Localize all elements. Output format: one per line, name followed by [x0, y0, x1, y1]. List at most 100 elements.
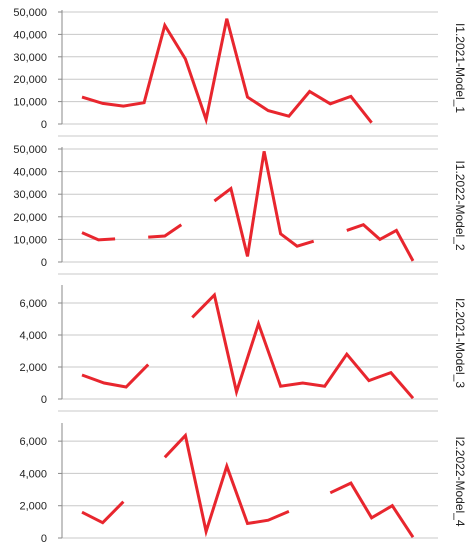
y-tick-label: 20,000 [13, 74, 47, 86]
data-point [263, 150, 266, 153]
y-tick-label: 0 [41, 533, 47, 545]
panel-label: I1.2021-Model_1 [453, 23, 467, 113]
data-point [125, 386, 128, 389]
data-point [389, 371, 392, 374]
data-point [246, 522, 249, 525]
y-tick-label: 50,000 [13, 7, 47, 19]
data-point [180, 223, 183, 226]
data-point [267, 519, 270, 522]
data-point [279, 385, 282, 388]
data-point [81, 511, 84, 514]
data-point [235, 390, 238, 393]
data-point [81, 231, 84, 234]
data-point [287, 510, 290, 513]
series-line-segment [163, 432, 290, 538]
data-point [279, 232, 282, 235]
data-point [312, 240, 315, 243]
y-tick-label: 4,000 [19, 468, 47, 480]
y-tick-label: 6,000 [19, 298, 47, 310]
data-point [246, 96, 249, 99]
y-tick-label: 0 [41, 257, 47, 269]
series-line-segment [346, 222, 415, 262]
data-point [349, 482, 352, 485]
data-point [147, 236, 150, 239]
series-line-segment [191, 291, 415, 400]
data-point [213, 294, 216, 297]
data-point [147, 363, 150, 366]
data-point [184, 434, 187, 437]
data-point [205, 530, 208, 533]
series-line-segment [81, 363, 150, 389]
y-tick-label: 10,000 [13, 234, 47, 246]
data-point [362, 223, 365, 226]
series-line-segment [329, 481, 415, 539]
y-tick-label: 0 [41, 119, 47, 131]
data-point [143, 101, 146, 104]
panel-label: I2.2021-Model_3 [453, 298, 467, 388]
data-point [101, 521, 104, 524]
y-tick-label: 2,000 [19, 362, 47, 374]
y-tick-label: 50,000 [13, 144, 47, 156]
series-line-segment [81, 231, 116, 242]
chart-panel: 0 2,000 4,000 6,000 I2.2021-Model_3 [19, 285, 467, 412]
data-point [97, 238, 100, 241]
data-point [163, 24, 166, 27]
y-tick-label: 30,000 [13, 52, 47, 64]
y-tick-label: 20,000 [13, 212, 47, 224]
data-point [257, 322, 260, 325]
data-point [301, 382, 304, 385]
data-point [101, 102, 104, 105]
data-point [412, 397, 415, 400]
data-point [81, 96, 84, 99]
y-tick-label: 2,000 [19, 501, 47, 513]
data-point [213, 199, 216, 202]
data-point [184, 58, 187, 61]
data-point [345, 229, 348, 232]
series-line-segment [81, 18, 373, 126]
data-point [395, 229, 398, 232]
data-point [246, 255, 249, 258]
data-point [412, 259, 415, 262]
data-point [114, 237, 117, 240]
data-point [391, 504, 394, 507]
data-point [229, 187, 232, 190]
data-point [367, 379, 370, 382]
chart-panel: 0 2,000 4,000 6,000 I2.2022-Model_4 [19, 423, 467, 545]
series-line-segment [81, 500, 125, 525]
y-tick-label: 30,000 [13, 189, 47, 201]
y-tick-label: 40,000 [13, 167, 47, 179]
data-point [191, 316, 194, 319]
data-point [287, 115, 290, 118]
data-point [329, 102, 332, 105]
panel-label: I1.2022-Model_2 [453, 160, 467, 250]
y-tick-label: 10,000 [13, 97, 47, 109]
data-point [345, 353, 348, 356]
data-point [205, 118, 208, 121]
data-point [225, 465, 228, 468]
chart-panel: 0 10,000 20,000 30,000 40,000 50,000 I1.2021-M… [13, 7, 467, 137]
data-point [296, 245, 299, 248]
data-point [163, 235, 166, 238]
data-point [349, 95, 352, 98]
y-tick-label: 4,000 [19, 330, 47, 342]
data-point [323, 385, 326, 388]
data-point [412, 536, 415, 539]
y-tick-label: 0 [41, 394, 47, 406]
data-point [225, 17, 228, 20]
y-tick-label: 6,000 [19, 436, 47, 448]
data-point [163, 456, 166, 459]
chart-panel: 0 10,000 20,000 30,000 40,000 50,000 I1.2022-M… [13, 144, 467, 275]
y-tick-label: 40,000 [13, 29, 47, 41]
data-point [122, 500, 125, 503]
data-point [81, 374, 84, 377]
data-point [370, 516, 373, 519]
series-line-segment [148, 223, 183, 239]
data-point [370, 121, 373, 124]
data-point [378, 238, 381, 241]
data-point [308, 90, 311, 93]
series-line-segment [213, 151, 315, 257]
data-point [267, 109, 270, 112]
panel-label: I2.2022-Model_4 [453, 436, 467, 526]
